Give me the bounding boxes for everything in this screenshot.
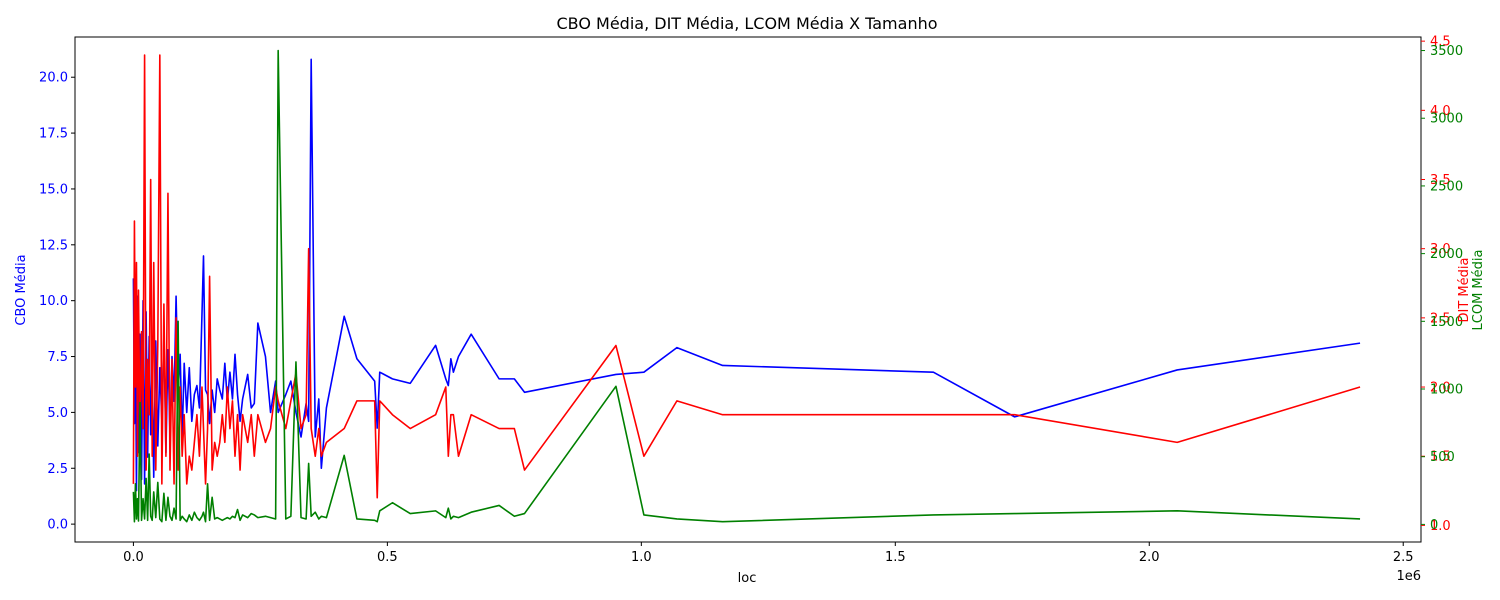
- y-tick-label: 4.5: [1430, 35, 1451, 50]
- y-tick-label: 5.0: [47, 406, 68, 421]
- plot-frame: [74, 36, 1422, 543]
- y-tick-label: 2000: [1430, 247, 1463, 262]
- y-tick-label: 500: [1430, 450, 1455, 465]
- y-tick-label: 0.0: [47, 518, 68, 533]
- x-axis-offset-label: 1e6: [1396, 569, 1421, 584]
- x-tick-label: 0.5: [377, 550, 398, 565]
- y-tick-label: 17.5: [39, 127, 68, 142]
- y-tick-label: 4.0: [1430, 104, 1451, 119]
- y-tick-label: 1.5: [1430, 450, 1451, 465]
- y-tick-label: 20.0: [39, 71, 68, 86]
- y-axis-dit: 1.0 1.5 2.0 2.5 3.0 3.5 4.0 4.5: [1421, 35, 1451, 534]
- y-tick-label: 0: [1430, 518, 1438, 533]
- y-tick-label: 15.0: [39, 182, 68, 197]
- y-tick-label: 1000: [1430, 383, 1463, 398]
- series-line-cbo-media: [132, 58, 1361, 492]
- x-tick-label: 0.0: [123, 550, 144, 565]
- y-tick-label: 2.5: [47, 462, 68, 477]
- y-tick-label: 12.5: [39, 238, 68, 253]
- y-tick-label: 3000: [1430, 112, 1463, 127]
- chart-title: CBO Média, DIT Média, LCOM Média X Taman…: [556, 14, 937, 33]
- y-axis-title-dit: DIT Média: [1457, 258, 1472, 323]
- x-tick-label: 1.0: [631, 550, 652, 565]
- series-line-lcom-media: [132, 49, 1361, 523]
- y-axis-cbo: 0.0 2.5 5.0 7.5 10.0 12.5 15.0 17.5 20.0: [39, 71, 75, 533]
- y-tick-label: 3.0: [1430, 242, 1451, 257]
- y-axis-lcom: 0 500 1000 1500 2000 2500 3000 3500: [1421, 44, 1463, 533]
- x-tick-label: 1.5: [885, 550, 906, 565]
- y-tick-label: 10.0: [39, 294, 68, 309]
- x-tick-label: 2.0: [1139, 550, 1160, 565]
- y-tick-label: 2.0: [1430, 381, 1451, 396]
- y-axis-title-lcom: LCOM Média: [1471, 250, 1486, 331]
- x-axis: 0.0 0.5 1.0 1.5 2.0 2.5: [123, 542, 1414, 565]
- y-tick-label: 2.5: [1430, 311, 1451, 326]
- y-tick-label: 3500: [1430, 44, 1463, 59]
- y-tick-label: 3.5: [1430, 173, 1451, 188]
- series-layer: [132, 49, 1361, 523]
- y-tick-label: 1.0: [1430, 519, 1451, 534]
- y-tick-label: 7.5: [47, 350, 68, 365]
- x-axis-title: loc: [738, 571, 757, 586]
- y-tick-label: 1500: [1430, 315, 1463, 330]
- x-tick-label: 2.5: [1393, 550, 1414, 565]
- y-tick-label: 2500: [1430, 179, 1463, 194]
- y-axis-title-cbo: CBO Média: [14, 254, 29, 325]
- series-line-dit-media: [132, 54, 1361, 499]
